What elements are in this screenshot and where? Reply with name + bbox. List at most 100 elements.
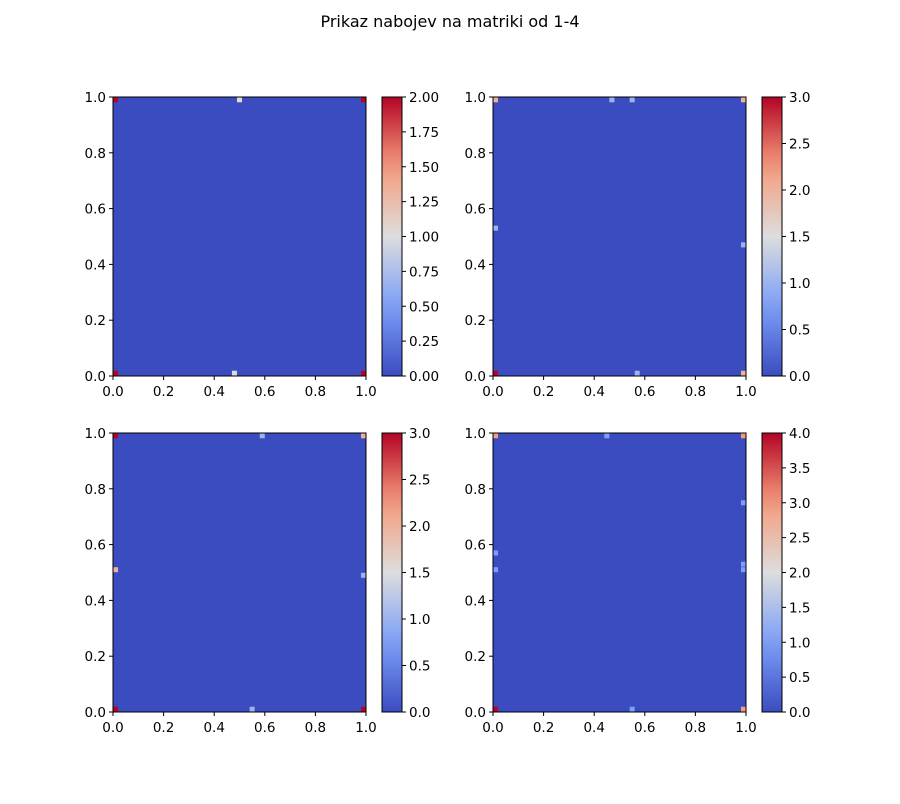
y-tick-label: 1.0 <box>85 90 106 106</box>
colorbar-tick-label: 0.0 <box>409 705 430 721</box>
heatmap-cell <box>493 225 499 231</box>
colorbar-tick-label: 4.0 <box>789 426 810 442</box>
colorbar-tick-label: 2.0 <box>789 183 810 199</box>
colorbar-tick-label: 1.75 <box>409 125 439 141</box>
y-tick-label: 0.8 <box>465 482 486 498</box>
y-tick-label: 0.0 <box>465 705 486 721</box>
colorbar-tick-label: 1.0 <box>789 635 810 651</box>
y-tick-label: 0.0 <box>465 369 486 385</box>
colorbar <box>762 97 782 376</box>
x-tick-label: 0.0 <box>482 384 503 400</box>
heatmap-cell <box>360 706 366 712</box>
colorbar-tick-label: 3.0 <box>409 426 430 442</box>
colorbar-tick-label: 1.50 <box>409 160 439 176</box>
x-tick-label: 0.2 <box>153 720 174 736</box>
x-tick-label: 0.2 <box>153 384 174 400</box>
heatmap-cell <box>360 433 366 439</box>
x-tick-label: 0.4 <box>583 384 604 400</box>
colorbar-tick-label: 0.5 <box>789 670 810 686</box>
x-tick-label: 0.4 <box>583 720 604 736</box>
colorbar-tick-label: 2.00 <box>409 90 439 106</box>
x-tick-label: 0.6 <box>254 720 275 736</box>
colorbar-tick-label: 0.0 <box>789 369 810 385</box>
colorbar <box>382 97 402 376</box>
colorbar-tick-label: 0.25 <box>409 334 439 350</box>
x-tick-label: 0.6 <box>634 720 655 736</box>
colorbar-tick-label: 1.5 <box>409 566 430 582</box>
heatmap-cell <box>740 500 746 506</box>
y-tick-label: 0.8 <box>465 146 486 162</box>
heatmap-cell <box>360 370 366 376</box>
heatmap-cell <box>493 433 499 439</box>
y-tick-label: 0.2 <box>465 649 486 665</box>
colorbar-tick-label: 2.5 <box>409 473 430 489</box>
x-tick-label: 0.2 <box>533 720 554 736</box>
x-tick-label: 0.8 <box>305 384 326 400</box>
x-tick-label: 1.0 <box>735 720 756 736</box>
x-tick-label: 0.8 <box>305 720 326 736</box>
x-tick-label: 0.0 <box>482 720 503 736</box>
x-tick-label: 1.0 <box>355 384 376 400</box>
heatmap-cell <box>629 97 635 103</box>
subplot-1: 0.0 0.2 0.4 0.6 0.8 1.0 0.0 0.2 0.4 0.6 0.8 1.0 0.00… <box>85 90 440 400</box>
axes-frame <box>112 432 367 713</box>
colorbar-tick-label: 1.0 <box>409 612 430 628</box>
x-tick-label: 0.8 <box>685 720 706 736</box>
heatmap-background <box>493 433 746 712</box>
heatmap-cell <box>629 706 635 712</box>
x-tick-label: 0.0 <box>102 720 123 736</box>
figure-title: Prikaz nabojev na matriki od 1-4 <box>320 12 580 31</box>
heatmap-cell <box>360 572 366 578</box>
colorbar-tick-label: 0.5 <box>789 323 810 339</box>
x-tick-label: 0.4 <box>203 384 224 400</box>
y-tick-label: 1.0 <box>465 426 486 442</box>
x-tick-label: 0.8 <box>685 384 706 400</box>
heatmap-background <box>113 433 366 712</box>
heatmap-cell <box>493 567 499 573</box>
colorbar-tick-label: 1.25 <box>409 195 439 211</box>
heatmap-cell <box>113 567 119 573</box>
heatmap-background <box>493 97 746 376</box>
colorbar <box>762 433 782 712</box>
heatmap-cell <box>740 567 746 573</box>
x-tick-label: 0.0 <box>102 384 123 400</box>
colorbar-tick-label: 0.0 <box>789 705 810 721</box>
x-tick-label: 0.2 <box>533 384 554 400</box>
colorbar-tick-label: 3.5 <box>789 461 810 477</box>
heatmap-cell <box>604 433 610 439</box>
heatmap-cell <box>493 370 499 376</box>
heatmap-cell <box>113 706 119 712</box>
x-tick-label: 0.6 <box>254 384 275 400</box>
x-tick-label: 1.0 <box>735 384 756 400</box>
heatmap-cell <box>740 706 746 712</box>
heatmap-cell <box>740 242 746 248</box>
heatmap-cell <box>740 370 746 376</box>
heatmap-cell <box>493 550 499 556</box>
y-tick-label: 0.4 <box>465 257 486 273</box>
colorbar <box>382 433 402 712</box>
colorbar-tick-label: 2.5 <box>789 137 810 153</box>
heatmap-cell <box>740 433 746 439</box>
heatmap-cell <box>113 370 119 376</box>
y-tick-label: 0.6 <box>465 538 486 554</box>
colorbar-tick-label: 1.0 <box>789 276 810 292</box>
colorbar-tick-label: 0.5 <box>409 659 430 675</box>
heatmap-background <box>113 97 366 376</box>
colorbar-tick-label: 3.0 <box>789 496 810 512</box>
colorbar-tick-label: 1.00 <box>409 230 439 246</box>
axes-frame <box>492 96 747 377</box>
y-tick-label: 0.2 <box>465 313 486 329</box>
colorbar-tick-label: 2.0 <box>409 519 430 535</box>
y-tick-label: 0.4 <box>85 257 106 273</box>
colorbar-tick-label: 2.5 <box>789 531 810 547</box>
y-tick-label: 0.2 <box>85 649 106 665</box>
y-tick-label: 0.2 <box>85 313 106 329</box>
heatmap-cell <box>113 97 119 103</box>
axes-frame <box>112 96 367 377</box>
y-tick-label: 0.0 <box>85 369 106 385</box>
y-tick-label: 0.6 <box>465 202 486 218</box>
y-tick-label: 0.6 <box>85 538 106 554</box>
y-tick-label: 0.4 <box>465 593 486 609</box>
axes-frame <box>492 432 747 713</box>
